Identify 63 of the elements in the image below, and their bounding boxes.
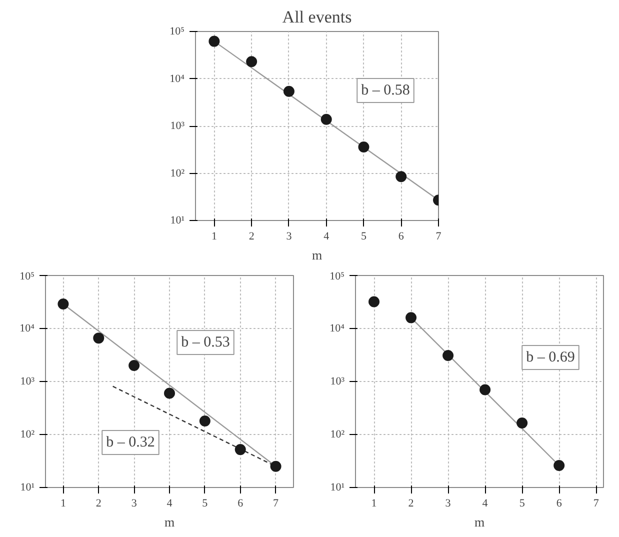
point	[358, 141, 370, 152]
point	[554, 460, 565, 471]
point	[396, 171, 407, 182]
point	[128, 360, 140, 372]
y-tick-label: 10⁵	[330, 270, 345, 282]
point	[208, 36, 220, 47]
chart-title: All events	[282, 8, 352, 26]
x-tick-label: 3	[286, 230, 292, 242]
x-tick-label: 2	[96, 498, 102, 510]
point	[199, 415, 210, 426]
x-tick-label: 1	[60, 498, 66, 510]
x-tick-label: 5	[519, 498, 526, 510]
annotation: b – 0.32	[106, 434, 155, 450]
y-tick-label: 10⁴	[20, 322, 35, 334]
x-tick-label: 7	[593, 498, 600, 510]
y-tick-label: 10¹	[20, 482, 35, 494]
x-tick-label: 1	[371, 498, 377, 510]
x-tick-label: 4	[324, 230, 330, 242]
point	[480, 384, 491, 396]
y-tick-label: 10³	[170, 120, 186, 132]
point	[516, 417, 528, 428]
x-tick-label: 5	[202, 498, 208, 510]
y-tick-label: 10⁴	[170, 72, 185, 85]
annotation: b – 0.58	[361, 82, 410, 98]
point	[234, 444, 246, 456]
y-tick-label: 10²	[170, 167, 186, 180]
x-tick-label: 4	[166, 498, 173, 510]
x-tick-label: 3	[445, 498, 452, 510]
x-tick-label: 5	[360, 230, 367, 242]
x-tick-label: 6	[556, 498, 562, 510]
point	[283, 86, 294, 97]
x-axis-title: m	[474, 514, 485, 530]
x-tick-label: 7	[436, 230, 442, 242]
x-tick-label: 6	[238, 498, 244, 510]
point	[164, 388, 175, 399]
y-tick-label: 10¹	[170, 214, 185, 226]
y-tick-label: 10²	[20, 428, 36, 440]
x-axis-title: m	[312, 248, 322, 262]
x-axis-title: m	[164, 514, 175, 530]
x-tick-label: 2	[408, 498, 414, 510]
y-tick-label: 10⁴	[330, 322, 345, 334]
point	[93, 332, 104, 344]
point	[246, 56, 258, 68]
point	[320, 114, 332, 125]
point	[270, 460, 282, 472]
x-tick-label: 6	[398, 230, 404, 242]
point	[442, 350, 454, 361]
point	[58, 298, 69, 310]
y-tick-label: 10¹	[330, 482, 345, 494]
y-tick-label: 10³	[330, 376, 346, 388]
y-tick-label: 10⁵	[20, 270, 35, 282]
annotation: b – 0.53	[181, 334, 230, 350]
x-tick-label: 1	[211, 230, 217, 242]
point	[406, 312, 417, 324]
y-tick-label: 10⁵	[170, 26, 185, 38]
x-tick-label: 3	[131, 498, 138, 510]
x-tick-label: 2	[248, 230, 254, 242]
annotation: b – 0.69	[526, 350, 575, 366]
x-tick-label: 4	[482, 498, 488, 510]
y-tick-label: 10³	[20, 376, 36, 388]
point	[368, 296, 380, 308]
x-tick-label: 7	[273, 498, 280, 510]
y-tick-label: 10²	[330, 428, 346, 440]
